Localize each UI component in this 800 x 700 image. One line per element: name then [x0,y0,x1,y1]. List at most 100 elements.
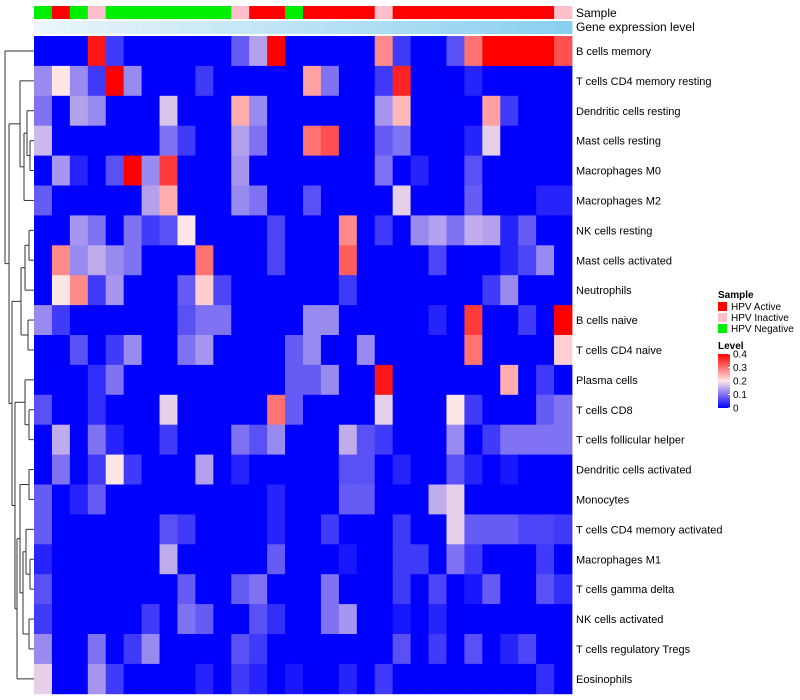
heatmap-cell [320,424,340,455]
heatmap-cell [374,484,394,515]
heatmap-cell [285,484,304,515]
heatmap-cell [87,245,107,276]
heatmap-cell [34,394,53,426]
heatmap-cell [320,245,340,276]
heatmap-cell [159,454,178,485]
heatmap-cell [320,335,340,366]
heatmap-cell [500,95,519,127]
heatmap-cell [320,125,340,156]
heatmap-cell [285,245,304,276]
heatmap-cell [374,364,394,396]
heatmap-cell [536,155,555,186]
heatmap-cell [51,484,71,515]
heatmap-cell [428,574,447,605]
heatmap-cell [482,394,501,426]
heatmap-cell [392,634,411,665]
heatmap-cell [249,574,268,605]
sample-annotation-cell [231,6,250,19]
heatmap-cell [69,305,89,336]
heatmap-cell [159,394,178,426]
gene-expression-annotation-cell [177,21,196,34]
heatmap-cell [320,574,340,605]
heatmap-cell [267,245,286,276]
heatmap-cell [374,663,394,695]
heatmap-cell [338,544,358,575]
heatmap-cell [267,634,286,665]
heatmap-cell [338,95,358,127]
heatmap-cell [482,604,501,635]
heatmap-cell [249,454,268,485]
heatmap-cell [482,335,501,366]
heatmap-cell [464,454,483,485]
heatmap-cell [87,305,107,336]
sample-annotation-cell [500,6,519,19]
row-label: T cells gamma delta [576,584,675,596]
heatmap-cell [285,424,304,455]
heatmap-cell [51,364,71,396]
heatmap-cell [374,245,394,276]
heatmap-cell [554,484,573,515]
heatmap-cell [482,424,501,455]
heatmap-cell [87,663,107,695]
heatmap-cell [392,125,411,156]
heatmap-cell [267,125,286,156]
gene-expression-annotation-cell [356,21,376,34]
heatmap-cell [123,65,142,97]
heatmap-cell [500,275,519,306]
heatmap-cell [213,514,232,545]
heatmap-cell [87,484,107,515]
heatmap-cell [159,245,178,276]
heatmap-cell [446,394,465,426]
heatmap-cell [338,514,358,545]
heatmap-cell [87,514,107,545]
heatmap-cell [195,215,214,246]
heatmap-cell [267,544,286,575]
heatmap-cell [123,36,142,67]
heatmap-cell [195,514,214,545]
heatmap-cell [285,604,304,635]
heatmap-cell [410,245,429,276]
heatmap-cell [554,95,573,127]
heatmap-cell [356,454,376,485]
heatmap-cell [536,65,555,97]
heatmap-cell [69,544,89,575]
heatmap-cell [392,215,411,246]
heatmap-cell [464,275,483,306]
gene-expression-annotation-cell [195,21,214,34]
heatmap-cell [536,514,555,545]
heatmap-cell [446,155,465,186]
heatmap-cell [105,574,125,605]
heatmap-cell [195,454,214,485]
heatmap-cell [482,305,501,336]
heatmap-cell [249,663,268,695]
heatmap-cell [34,125,53,156]
heatmap-cell [320,394,340,426]
heatmap-cell [159,215,178,246]
heatmap-cell [320,95,340,127]
heatmap-cell [374,215,394,246]
row-label: Macrophages M0 [576,166,661,178]
heatmap-cell [410,634,429,665]
heatmap-cell [213,604,232,635]
heatmap-cell [554,514,573,545]
heatmap-cell [392,544,411,575]
level-legend-ticks: 0.4 0.3 0.2 0.1 0 [728,350,747,415]
heatmap-cell [410,514,429,545]
row-label: Eosinophils [576,674,633,686]
heatmap-cell [34,574,53,605]
heatmap-cell [518,36,537,67]
heatmap-cell [141,454,160,485]
heatmap-cell [464,394,483,426]
heatmap-cell [267,36,286,67]
heatmap-cell [338,125,358,156]
heatmap-cell [428,604,447,635]
heatmap-cell [123,544,142,575]
heatmap-cell [105,155,125,186]
heatmap-cell [410,544,429,575]
heatmap-cell [338,394,358,426]
heatmap-cell [285,65,304,97]
heatmap-cell [123,634,142,665]
heatmap-cell [195,484,214,515]
heatmap-cell [338,484,358,515]
heatmap-cell [69,335,89,366]
